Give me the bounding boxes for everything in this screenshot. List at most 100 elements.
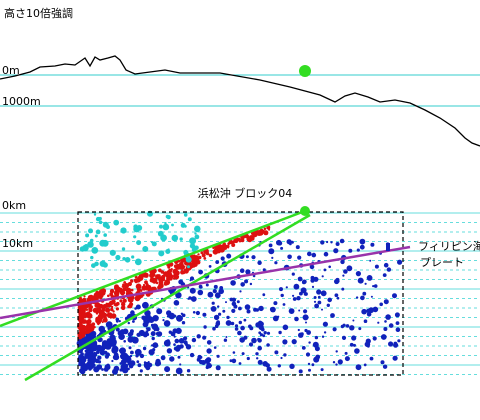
hypocenter <box>99 350 106 356</box>
hypocenter <box>144 273 147 276</box>
hypocenter <box>202 335 207 340</box>
hypocenter <box>256 357 259 360</box>
hypocenter <box>250 236 255 241</box>
hypocenter <box>113 303 117 306</box>
hypocenter <box>308 341 311 344</box>
hypocenter <box>286 239 292 245</box>
hypocenter <box>248 342 254 347</box>
hypocenter <box>121 361 124 365</box>
hypocenter <box>317 300 322 305</box>
hypocenter <box>263 331 267 335</box>
hypocenter <box>306 330 311 335</box>
hypocenter <box>197 253 200 256</box>
hypocenter <box>155 327 160 332</box>
hypocenter <box>359 244 365 250</box>
hypocenter <box>127 321 130 325</box>
hypocenter <box>106 365 110 369</box>
hypocenter <box>192 264 195 268</box>
hypocenter <box>196 334 201 339</box>
hypocenter <box>123 281 127 284</box>
hypocenter <box>136 240 142 246</box>
hypocenter <box>162 319 165 322</box>
hypocenter <box>363 319 368 324</box>
hypocenter <box>215 260 220 264</box>
hypocenter <box>317 295 321 299</box>
plate-marker <box>386 243 390 251</box>
hypocenter <box>295 245 300 250</box>
hypocenter <box>201 360 206 365</box>
hypocenter <box>152 315 159 322</box>
hypocenter <box>214 324 219 329</box>
hypocenter <box>218 312 222 316</box>
hypocenter <box>280 356 283 360</box>
hypocenter <box>189 352 195 358</box>
hypocenter <box>243 335 248 340</box>
hypocenter <box>176 314 183 322</box>
hypocenter <box>194 225 201 233</box>
hypocenter <box>134 275 138 279</box>
hypocenter <box>297 276 303 282</box>
hypocenter <box>303 309 308 314</box>
hypocenter <box>162 223 170 231</box>
hypocenter <box>112 368 118 375</box>
hypocenter <box>348 248 353 253</box>
hypocenter <box>93 213 97 216</box>
hypocenter <box>83 295 86 298</box>
hypocenter <box>82 310 86 313</box>
hypocenter <box>79 339 86 346</box>
hypocenter <box>216 354 220 358</box>
hypocenter <box>274 350 279 355</box>
hypocenter <box>334 293 339 298</box>
hypocenter <box>361 295 365 300</box>
hypocenter <box>380 334 387 340</box>
hypocenter <box>127 332 132 337</box>
hypocenter <box>243 318 247 322</box>
hypocenter <box>333 248 339 254</box>
hypocenter <box>177 369 182 373</box>
hypocenter <box>294 287 298 290</box>
hypocenter <box>358 327 362 331</box>
hypocenter <box>185 256 192 263</box>
hypocenter <box>294 316 299 322</box>
hypocenter <box>382 273 387 277</box>
hypocenter <box>292 294 295 297</box>
hypocenter <box>99 260 107 267</box>
hypocenter <box>110 305 114 309</box>
hypocenter <box>194 234 200 240</box>
location-marker <box>300 206 310 216</box>
hypocenter <box>394 312 400 318</box>
hypocenter <box>122 287 127 292</box>
hypocenter <box>150 331 156 337</box>
hypocenter <box>216 320 221 325</box>
hypocenter <box>307 362 311 366</box>
hypocenter <box>123 340 126 343</box>
hypocenter <box>383 299 389 305</box>
hypocenter <box>89 238 94 243</box>
hypocenter <box>346 265 353 272</box>
hypocenter <box>300 287 307 294</box>
hypocenter <box>197 354 202 360</box>
hypocenter <box>142 301 149 309</box>
hypocenter <box>283 353 287 357</box>
hypocenter <box>268 243 273 248</box>
hypocenter <box>355 296 359 299</box>
hypocenter <box>320 290 327 297</box>
hypocenter <box>135 304 141 310</box>
hypocenter <box>119 368 123 372</box>
hypocenter <box>206 362 212 369</box>
hypocenter <box>263 227 267 231</box>
hypocenter <box>246 309 251 314</box>
hypocenter <box>164 366 171 373</box>
hypocenter <box>322 321 328 327</box>
hypocenter <box>130 295 135 300</box>
hypocenter <box>131 255 135 259</box>
hypocenter <box>99 311 102 314</box>
hypocenter <box>362 291 367 296</box>
hypocenter <box>185 344 192 350</box>
hypocenter <box>150 276 155 281</box>
hypocenter <box>84 353 87 356</box>
hypocenter <box>344 351 348 355</box>
hypocenter <box>241 352 245 356</box>
hypocenter <box>388 323 394 328</box>
hypocenter <box>195 256 199 259</box>
